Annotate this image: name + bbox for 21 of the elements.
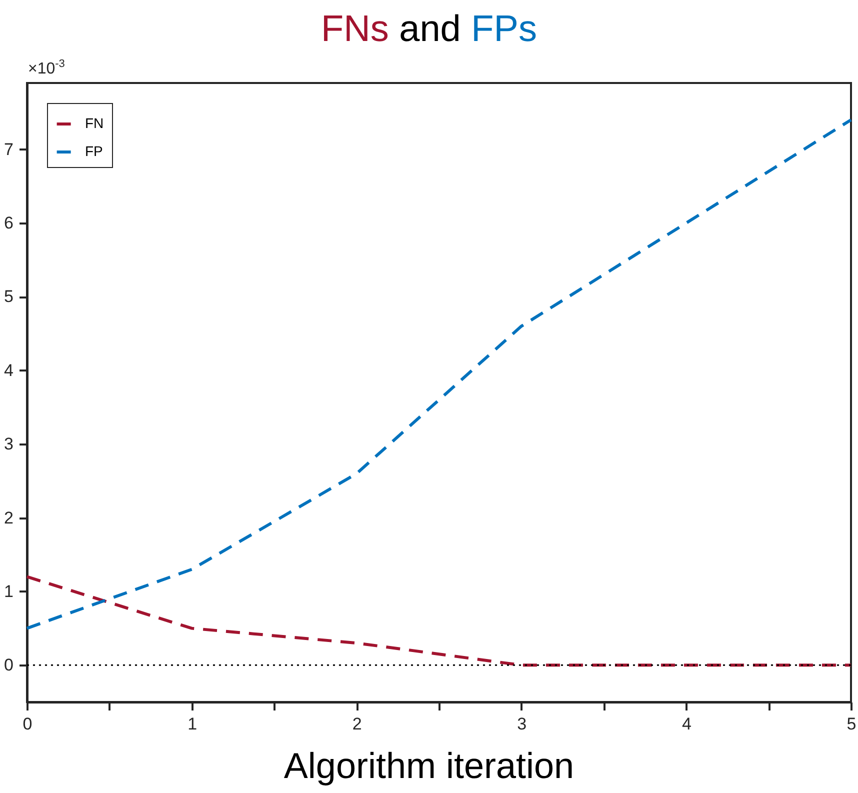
legend-label: FN: [85, 115, 104, 131]
y-tick-label: 4: [4, 360, 14, 380]
y-tick-label: 5: [4, 287, 14, 306]
y-tick-label: 1: [4, 582, 14, 601]
x-axis-title: Algorithm iteration: [282, 745, 576, 787]
y-tick-label: 2: [4, 508, 14, 528]
text: ×10$^{-3}$: [28, 58, 65, 78]
y-tick-label: 3: [4, 434, 14, 454]
x-tick-label: 1: [188, 714, 198, 734]
y-tick-label: 7: [4, 140, 14, 159]
chart-title: FNs and FPs: [321, 8, 537, 49]
x-tick-label: 0: [22, 714, 32, 734]
y-tick-label: 0: [4, 656, 14, 675]
line-series: [26, 118, 852, 630]
x-tick-label: 3: [517, 714, 527, 734]
x-tick-label: 4: [682, 714, 692, 734]
x-tick-label: 2: [352, 714, 362, 734]
y-tick-label: 6: [4, 214, 14, 233]
line-series: [26, 575, 852, 667]
legend-label: FP: [85, 143, 103, 159]
x-tick-label: 5: [846, 714, 856, 734]
